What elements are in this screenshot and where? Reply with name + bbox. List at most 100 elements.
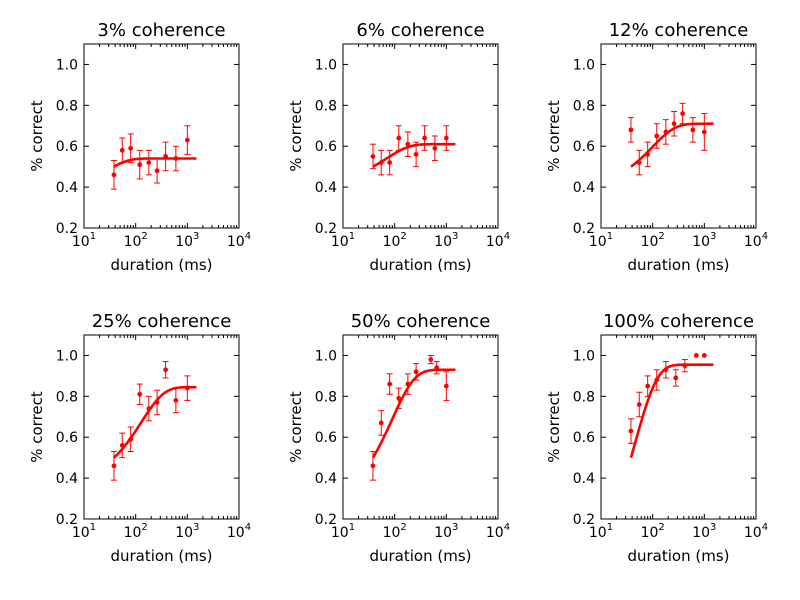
x-tick-label: 101 bbox=[589, 231, 613, 250]
y-axis-label: % correct bbox=[28, 391, 46, 463]
y-tick-label: 1.0 bbox=[573, 57, 595, 73]
axes-frame bbox=[342, 334, 499, 520]
axes-frame bbox=[600, 334, 757, 520]
x-tick-label: 101 bbox=[331, 231, 355, 250]
x-axis-label: duration (ms) bbox=[110, 547, 212, 565]
data-point bbox=[680, 111, 686, 116]
data-point bbox=[682, 363, 688, 369]
data-point bbox=[671, 121, 677, 127]
y-tick-label: 0.4 bbox=[315, 180, 337, 196]
y-axis-label: % correct bbox=[545, 391, 563, 463]
panel-1: 3% coherence 0.2 0.4 0.6 0.8 1.0 101 102 103 104 d… bbox=[28, 20, 251, 274]
panel-title: 50% coherence bbox=[351, 311, 491, 332]
panel-2: 6% coherence 0.2 0.4 0.6 0.8 1.0 101 102 103 104 d… bbox=[287, 20, 510, 274]
y-axis-label: % correct bbox=[545, 100, 563, 172]
data-point bbox=[654, 377, 660, 383]
y-tick-label: 0.8 bbox=[56, 389, 78, 405]
data-point bbox=[443, 135, 449, 141]
x-tick-label: 101 bbox=[72, 231, 96, 250]
y-tick-label: 0.8 bbox=[56, 98, 78, 114]
data-point bbox=[154, 168, 160, 174]
y-tick-label: 0.4 bbox=[573, 471, 595, 487]
data-point bbox=[119, 443, 125, 448]
data-point bbox=[154, 400, 160, 405]
x-axis-label: duration (ms) bbox=[627, 256, 729, 274]
panel-title: 6% coherence bbox=[356, 20, 484, 41]
data-point bbox=[413, 369, 419, 375]
data-point bbox=[422, 135, 428, 141]
fit-curve bbox=[629, 363, 714, 459]
fit-curve bbox=[372, 142, 456, 168]
data-point bbox=[387, 381, 393, 387]
y-tick-label: 0.2 bbox=[573, 221, 595, 237]
x-tick-label: 101 bbox=[589, 522, 613, 541]
x-tick-label: 102 bbox=[124, 522, 148, 541]
y-tick-label: 1.0 bbox=[573, 348, 595, 364]
data-point bbox=[443, 383, 449, 389]
y-tick-label: 0.4 bbox=[315, 471, 337, 487]
data-point bbox=[146, 406, 152, 411]
x-tick-label: 104 bbox=[227, 231, 251, 250]
data-point bbox=[111, 463, 117, 469]
data-point bbox=[405, 381, 411, 387]
y-tick-label: 0.6 bbox=[315, 430, 337, 446]
axes-frame bbox=[83, 334, 240, 520]
data-point bbox=[370, 154, 376, 159]
x-tick-label: 104 bbox=[486, 522, 510, 541]
data-point bbox=[663, 129, 669, 135]
data-point bbox=[701, 129, 707, 135]
x-axis-label: duration (ms) bbox=[369, 547, 471, 565]
x-tick-label: 103 bbox=[175, 522, 199, 541]
y-tick-label: 0.6 bbox=[573, 430, 595, 446]
data-point bbox=[628, 428, 634, 434]
panel-title: 3% coherence bbox=[97, 20, 225, 41]
data-point bbox=[636, 402, 642, 407]
y-tick-label: 0.6 bbox=[573, 139, 595, 155]
y-tick-label: 1.0 bbox=[56, 348, 78, 364]
y-tick-label: 0.2 bbox=[315, 221, 337, 237]
panel-3: 12% coherence 0.2 0.4 0.6 0.8 1.0 101 102 103 104… bbox=[545, 20, 768, 274]
y-axis-label: % correct bbox=[287, 391, 305, 463]
y-tick-label: 0.2 bbox=[56, 512, 78, 528]
data-point bbox=[173, 398, 179, 403]
x-tick-label: 102 bbox=[124, 231, 148, 250]
axes-frame bbox=[83, 43, 240, 229]
x-tick-label: 102 bbox=[641, 231, 665, 250]
data-point bbox=[184, 137, 190, 143]
data-point bbox=[396, 395, 402, 401]
data-point bbox=[137, 391, 143, 397]
data-point bbox=[173, 156, 179, 161]
x-tick-label: 103 bbox=[692, 522, 716, 541]
y-tick-label: 0.4 bbox=[56, 471, 78, 487]
x-tick-label: 104 bbox=[486, 231, 510, 250]
x-tick-label: 103 bbox=[434, 522, 458, 541]
data-point bbox=[693, 353, 699, 358]
x-tick-label: 104 bbox=[744, 231, 768, 250]
y-tick-label: 0.6 bbox=[56, 139, 78, 155]
data-point bbox=[184, 385, 190, 391]
data-point bbox=[370, 463, 376, 469]
panel-6: 100% coherence 0.2 0.4 0.6 0.8 1.0 101 102 103 10… bbox=[545, 311, 768, 565]
x-tick-label: 103 bbox=[692, 231, 716, 250]
x-tick-label: 102 bbox=[641, 522, 665, 541]
y-tick-label: 1.0 bbox=[56, 57, 78, 73]
panel-5: 50% coherence 0.2 0.4 0.6 0.8 1.0 101 102 103 104… bbox=[287, 311, 510, 565]
y-tick-label: 0.8 bbox=[315, 98, 337, 114]
y-axis-label: % correct bbox=[28, 100, 46, 172]
y-tick-label: 0.4 bbox=[56, 180, 78, 196]
data-point bbox=[673, 375, 679, 381]
data-point bbox=[387, 160, 393, 165]
data-point bbox=[378, 420, 384, 426]
data-point bbox=[645, 383, 651, 389]
data-point bbox=[378, 160, 384, 165]
x-tick-label: 103 bbox=[434, 231, 458, 250]
y-tick-label: 0.2 bbox=[315, 512, 337, 528]
panel-title: 100% coherence bbox=[603, 311, 754, 332]
data-point bbox=[405, 141, 411, 147]
fit-curve bbox=[371, 368, 456, 459]
fit-curve bbox=[113, 385, 197, 459]
y-tick-label: 0.4 bbox=[573, 180, 595, 196]
data-point bbox=[163, 154, 169, 159]
fit-curve bbox=[113, 157, 197, 168]
